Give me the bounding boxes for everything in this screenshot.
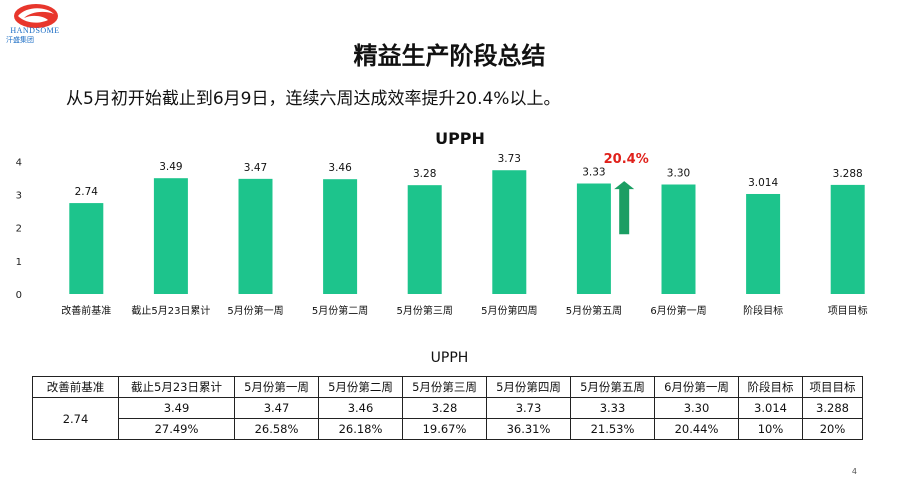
x-tick-label: 改善前基准 (61, 304, 111, 317)
bar-value-label: 3.73 (498, 153, 521, 165)
y-tick-label: 0 (16, 290, 22, 301)
chart-bar (407, 185, 442, 294)
table-value-cell: 3.33 (570, 397, 655, 419)
upph-bar-chart: UPPH 0 1 2 3 4 2.74 改善前基准 3.49 截止5月23日累计 3.47 5月份第一… (16, 129, 868, 317)
x-tick-label: 5月份第二周 (312, 304, 368, 317)
table-percent-row: 27.49% 26.58% 26.18% 19.67% 36.31% 21.53… (33, 418, 863, 440)
table-base-value: 2.74 (32, 397, 119, 440)
table-header-cell: 5月份第一周 (234, 376, 319, 398)
x-tick-label: 6月份第一周 (650, 304, 706, 317)
growth-annotation: 20.4% (604, 152, 649, 167)
x-tick-label: 阶段目标 (743, 304, 783, 317)
page-subtitle: 从5月初开始截止到6月9日，连续六周达成效率提升20.4%以上。 (66, 89, 561, 109)
table-header-cell: 6月份第一周 (654, 376, 739, 398)
table-percent-cell: 36.31% (486, 418, 571, 440)
increase-arrow (614, 181, 635, 235)
table-percent-cell: 26.18% (318, 418, 403, 440)
x-tick-label: 5月份第四周 (481, 304, 537, 317)
table-percent-cell: 10% (738, 418, 803, 440)
y-tick-label: 4 (16, 157, 22, 168)
chart-bar (69, 203, 104, 294)
y-tick-label: 3 (16, 190, 22, 201)
table-header-cell: 阶段目标 (738, 376, 803, 398)
logo-subtext: 汗盛集团 (6, 36, 34, 44)
chart-bar (323, 179, 358, 294)
table-header-cell: 截止5月23日累计 (118, 376, 235, 398)
table-header-cell: 5月份第五周 (570, 376, 655, 398)
bar-value-label: 3.49 (159, 161, 182, 173)
table-value-cell: 3.49 (118, 397, 235, 419)
chart-bar (492, 170, 527, 294)
bar-value-label: 3.33 (582, 167, 605, 179)
table-value-cell: 3.73 (486, 397, 571, 419)
table-title: UPPH (430, 350, 469, 366)
table-value-cell: 3.288 (802, 397, 863, 419)
bar-value-label: 3.46 (328, 162, 352, 174)
bar-value-label: 3.47 (244, 162, 267, 174)
table-value-cell: 3.28 (402, 397, 487, 419)
chart-bar (238, 178, 273, 294)
chart-title: UPPH (435, 129, 485, 148)
logo-text: HANDSOME (10, 26, 60, 35)
table-header-cell: 项目目标 (802, 376, 863, 398)
table-base-label: 改善前基准 (32, 376, 119, 398)
chart-bar (661, 184, 696, 294)
table-header-row: 改善前基准 截止5月23日累计 5月份第一周 5月份第二周 5月份第三周 5月份… (32, 376, 863, 398)
y-tick-label: 2 (16, 224, 22, 235)
x-tick-label: 5月份第三周 (397, 304, 453, 317)
page-title: 精益生产阶段总结 (353, 42, 546, 70)
upph-table: 改善前基准 截止5月23日累计 5月份第一周 5月份第二周 5月份第三周 5月份… (32, 376, 863, 440)
table-header-cell: 5月份第四周 (486, 376, 571, 398)
table-value-cell: 3.014 (738, 397, 803, 419)
x-tick-label: 5月份第一周 (227, 304, 283, 317)
bar-value-label: 3.288 (833, 168, 863, 180)
table-value-row: 2.74 3.49 3.47 3.46 3.28 3.73 3.33 3.30 … (32, 397, 863, 440)
x-tick-label: 5月份第五周 (566, 304, 622, 317)
chart-bar (746, 193, 781, 294)
bar-value-label: 3.28 (413, 168, 436, 180)
table-value-cell: 3.46 (318, 397, 403, 419)
table-percent-cell: 20.44% (654, 418, 739, 440)
chart-bar (576, 183, 611, 294)
table-percent-cell: 26.58% (234, 418, 319, 440)
table-header-cell: 5月份第三周 (402, 376, 487, 398)
chart-bar (153, 178, 188, 294)
table-header-cell: 5月份第二周 (318, 376, 403, 398)
table-percent-cell: 19.67% (402, 418, 487, 440)
bar-value-label: 3.30 (667, 168, 690, 180)
table-value-cell: 3.30 (654, 397, 739, 419)
page-number: 4 (851, 467, 857, 476)
y-tick-label: 1 (16, 257, 22, 268)
chart-bar (830, 184, 865, 294)
x-tick-label: 项目目标 (828, 305, 868, 317)
table-percent-cell: 27.49% (118, 418, 235, 440)
x-tick-label: 截止5月23日累计 (131, 304, 210, 317)
company-logo (14, 4, 58, 28)
table-percent-cell: 20% (802, 418, 863, 440)
table-percent-cell: 21.53% (570, 418, 655, 440)
table-value-cell: 3.47 (234, 397, 319, 419)
bar-value-label: 2.74 (75, 186, 99, 198)
bar-value-label: 3.014 (748, 177, 778, 189)
